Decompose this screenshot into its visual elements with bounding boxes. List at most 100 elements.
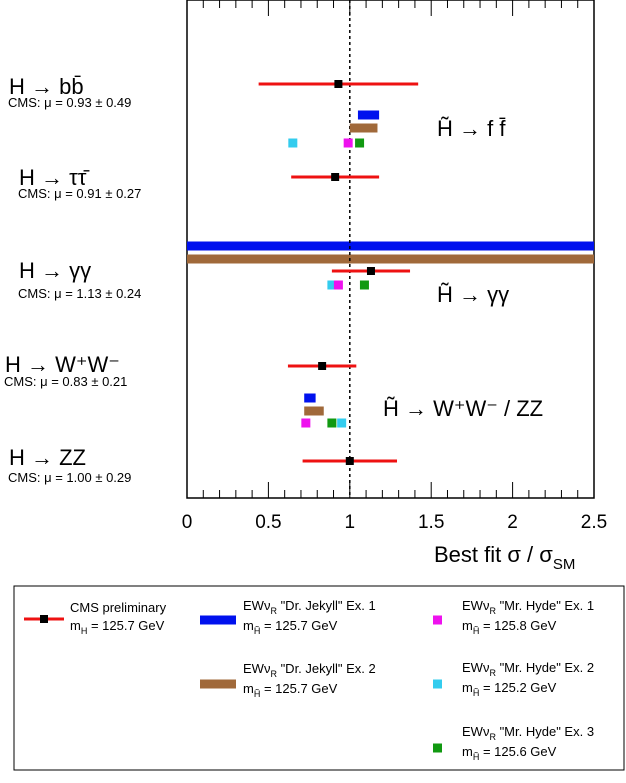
cms-point [334,80,343,88]
legend-name-hyde2: EWνR "Mr. Hyde" Ex. 2 [462,660,594,678]
model-point-hyde1 [301,418,311,428]
legend-mass-hyde1: mH̃ = 125.8 GeV [462,618,557,636]
legend-name-jekyll2: EWνR "Dr. Jekyll" Ex. 2 [243,661,376,679]
legend-mass-sub: H̃ [473,752,480,762]
legend-name-sub: R [270,669,277,679]
legend-name-pre: EWν [462,598,489,613]
channel-cms-result: CMS: μ = 0.93 ± 0.49 [8,95,131,110]
legend-name-pre: EWν [462,724,489,739]
band-layer [187,241,594,264]
x-tick-label: 0.5 [255,512,281,533]
legend-mass-hyde2: mH̃ = 125.2 GeV [462,680,557,698]
legend-name-pre: EWν [243,598,270,613]
model-band-jekyll2 [349,123,378,133]
x-axis-label-sub: SM [553,556,576,573]
legend-mass-value: = 125.6 GeV [479,744,556,759]
model-point-hyde2 [337,418,347,428]
legend-mass-sub: H̃ [254,689,261,699]
legend-name-hyde1: EWνR "Mr. Hyde" Ex. 1 [462,598,594,616]
legend-name-sub: R [489,732,496,742]
marks-layer [258,80,419,465]
legend-box [13,585,625,771]
model-point-hyde3 [355,138,365,148]
legend-name-sub: R [489,606,496,616]
legend-marker-hyde1 [433,615,442,625]
model-band-jekyll1 [187,241,594,251]
model-point-hyde1 [333,280,343,290]
legend-mass-sub: H̃ [473,688,480,698]
legend-mass-prefix: m [462,680,473,695]
channel-cms-result: CMS: μ = 1.13 ± 0.24 [18,286,141,301]
legend-name-post: "Mr. Hyde" Ex. 2 [496,660,594,675]
legend-mass-value: = 125.2 GeV [479,680,556,695]
model-band-jekyll1 [357,110,380,120]
legend-mass-sub: H̃ [254,626,261,636]
legend-mass-sub: H̃ [473,626,480,636]
x-axis-label: Best fit σ / σSM [434,542,575,573]
channel-cms-result: CMS: μ = 0.83 ± 0.21 [4,374,127,389]
x-tick-label: 1.5 [418,512,444,533]
channel-label: H → bb̄ [9,74,84,99]
model-point-hyde2 [327,280,337,290]
legend-mass-value: = 125.7 GeV [260,618,337,633]
channel-label: H → γγ [19,258,91,283]
legend-mass-sub: H [81,626,88,636]
x-tick-label: 0 [182,512,193,533]
channel-cms-result: CMS: μ = 1.00 ± 0.29 [8,470,131,485]
cms-point [318,362,327,370]
cms-point [366,267,375,275]
group-label: H̃ → W⁺W⁻ / ZZ [383,396,543,421]
model-point-hyde3 [327,418,337,428]
x-tick-label: 2.5 [581,512,607,533]
x-tick-label: 2 [507,512,518,533]
legend-name-post: "Mr. Hyde" Ex. 1 [496,598,594,613]
legend-name-post: "Mr. Hyde" Ex. 3 [496,724,594,739]
legend-marker-jekyll1 [200,615,236,625]
channel-label: H → W⁺W⁻ [5,352,120,377]
legend-mass-jekyll2: mH̃ = 125.7 GeV [243,681,338,699]
legend-name-cms: CMS preliminary [70,600,167,615]
channel-labels: H → bb̄CMS: μ = 0.93 ± 0.49H → ττ̄CMS: μ… [4,74,141,485]
legend-mass-value: = 125.7 GeV [260,681,337,696]
x-tick-label: 1 [345,512,356,533]
model-band-jekyll1 [304,393,316,403]
model-point-hyde2 [288,138,298,148]
legend-mass-prefix: m [462,744,473,759]
legend-name-sub: R [489,668,496,678]
legend-marker-jekyll2 [200,679,236,689]
cms-point [345,457,354,465]
legend-mass-prefix: m [70,618,81,633]
legend-mass-value: = 125.7 GeV [87,618,164,633]
legend-mass-prefix: m [462,618,473,633]
legend-mass-prefix: m [243,681,254,696]
legend-marker-hyde2 [433,679,442,689]
x-axis-ticks: 0 0.5 1 1.5 2 2.5 [182,0,607,533]
legend-mass-jekyll1: mH̃ = 125.7 GeV [243,618,338,636]
channel-label: H → ZZ [9,445,86,470]
legend-mass-hyde3: mH̃ = 125.6 GeV [462,744,557,762]
legend-name-pre: EWν [462,660,489,675]
channel-cms-result: CMS: μ = 0.91 ± 0.27 [18,186,141,201]
legend-name-hyde3: EWνR "Mr. Hyde" Ex. 3 [462,724,594,742]
group-label: H̃ → f f̄ [437,116,506,141]
channel-label: H → ττ̄ [19,165,89,190]
legend-name-post: "Dr. Jekyll" Ex. 2 [277,661,376,676]
model-band-jekyll2 [304,406,324,416]
legend-name-jekyll1: EWνR "Dr. Jekyll" Ex. 1 [243,598,376,616]
model-band-jekyll2 [187,254,594,264]
legend-mass-value: = 125.8 GeV [479,618,556,633]
model-point-hyde1 [343,138,353,148]
legend-name-sub: R [270,606,277,616]
cms-point [331,173,340,181]
legend-marker-cms-point [40,615,48,623]
model-point-hyde3 [359,280,369,290]
legend-mass-cms: mH = 125.7 GeV [70,618,165,636]
legend-mass-prefix: m [243,618,254,633]
group-label: H̃ → γγ [437,282,509,307]
legend-name-post: "Dr. Jekyll" Ex. 1 [277,598,376,613]
group-labels: H̃ → f f̄ H̃ → γγ H̃ → W⁺W⁻ / ZZ [383,116,543,421]
legend-name-pre: EWν [243,661,270,676]
legend-marker-hyde3 [433,743,442,753]
